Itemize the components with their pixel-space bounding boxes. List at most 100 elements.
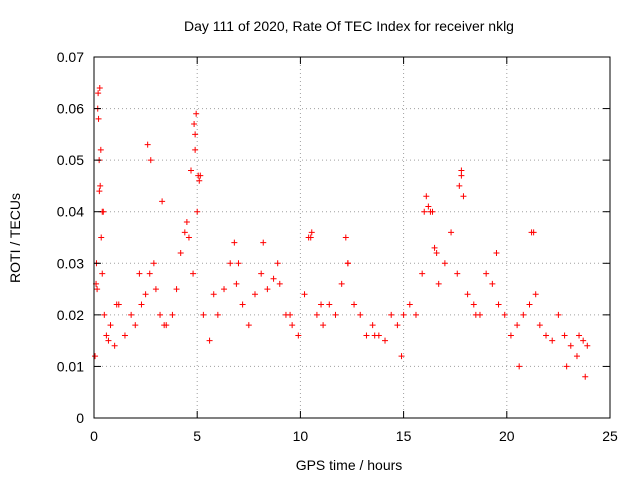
- y-tick-label: 0.05: [57, 152, 84, 168]
- data-point: [173, 286, 180, 293]
- data-point: [431, 244, 438, 251]
- data-points: [92, 84, 591, 380]
- data-point: [95, 90, 102, 97]
- data-point: [425, 203, 432, 210]
- data-point: [132, 322, 139, 329]
- data-point: [495, 301, 502, 308]
- data-point: [295, 332, 302, 339]
- data-point: [532, 291, 539, 298]
- data-point: [573, 353, 580, 360]
- data-point: [363, 332, 370, 339]
- data-point: [99, 270, 106, 277]
- data-point: [251, 291, 258, 298]
- data-point: [231, 239, 238, 246]
- data-point: [111, 342, 118, 349]
- data-point: [138, 301, 145, 308]
- x-tick-label: 10: [293, 428, 309, 444]
- data-point: [582, 373, 589, 380]
- data-point: [394, 322, 401, 329]
- data-point: [96, 188, 103, 195]
- data-point: [192, 146, 199, 153]
- data-point: [161, 322, 168, 329]
- data-point: [150, 260, 157, 267]
- data-point: [332, 311, 339, 318]
- data-point: [142, 291, 149, 298]
- data-point: [152, 286, 159, 293]
- data-point: [239, 301, 246, 308]
- data-point: [520, 311, 527, 318]
- y-tick-label: 0.07: [57, 49, 84, 65]
- data-point: [146, 270, 153, 277]
- plot-frame: [93, 56, 611, 419]
- data-point: [580, 337, 587, 344]
- data-point: [454, 270, 461, 277]
- y-tick-label: 0.01: [57, 358, 84, 374]
- x-tick-label: 25: [602, 428, 618, 444]
- data-point: [470, 301, 477, 308]
- data-point: [96, 84, 103, 91]
- data-point: [192, 131, 199, 138]
- data-point: [514, 322, 521, 329]
- data-point: [214, 311, 221, 318]
- data-point: [301, 291, 308, 298]
- data-point: [421, 208, 428, 215]
- data-point: [433, 249, 440, 256]
- data-point: [528, 229, 535, 236]
- data-point: [195, 172, 202, 179]
- data-point: [441, 260, 448, 267]
- data-point: [97, 146, 104, 153]
- data-point: [191, 121, 198, 128]
- ticks: [93, 56, 611, 419]
- data-point: [101, 311, 108, 318]
- data-point: [305, 234, 312, 241]
- data-point: [456, 182, 463, 189]
- data-point: [344, 260, 351, 267]
- data-point: [308, 229, 315, 236]
- data-point: [398, 353, 405, 360]
- y-axis-label: ROTI / TECUs: [7, 193, 23, 283]
- data-point: [235, 260, 242, 267]
- data-point: [369, 322, 376, 329]
- data-point: [501, 311, 508, 318]
- data-point: [105, 337, 112, 344]
- data-point: [412, 311, 419, 318]
- data-point: [95, 115, 102, 122]
- data-point: [320, 322, 327, 329]
- data-point: [194, 208, 201, 215]
- data-point: [429, 208, 436, 215]
- y-tick-labels: 0 0.01 0.02 0.03 0.04 0.05 0.06 0.07: [57, 49, 84, 426]
- data-point: [313, 311, 320, 318]
- data-point: [94, 286, 101, 293]
- data-point: [423, 193, 430, 200]
- x-tick-labels: 0 5 10 15 20 25: [90, 428, 618, 444]
- x-tick-label: 0: [90, 428, 98, 444]
- data-point: [448, 229, 455, 236]
- data-point: [458, 172, 465, 179]
- grid: [94, 57, 610, 418]
- data-point: [576, 332, 583, 339]
- data-point: [97, 182, 104, 189]
- data-point: [227, 260, 234, 267]
- data-point: [388, 311, 395, 318]
- data-point: [435, 280, 442, 287]
- data-point: [103, 332, 110, 339]
- data-point: [516, 363, 523, 370]
- x-axis-label: GPS time / hours: [296, 457, 403, 473]
- y-tick-label: 0.04: [57, 204, 84, 220]
- data-point: [526, 301, 533, 308]
- data-point: [318, 301, 325, 308]
- y-tick-label: 0.03: [57, 255, 84, 271]
- data-point: [472, 311, 479, 318]
- data-point: [483, 270, 490, 277]
- y-tick-label: 0.02: [57, 307, 84, 323]
- data-point: [113, 301, 120, 308]
- data-point: [121, 332, 128, 339]
- data-point: [289, 322, 296, 329]
- data-point: [561, 332, 568, 339]
- y-tick-label: 0: [76, 410, 84, 426]
- data-point: [190, 270, 197, 277]
- data-point: [128, 311, 135, 318]
- data-point: [193, 110, 200, 117]
